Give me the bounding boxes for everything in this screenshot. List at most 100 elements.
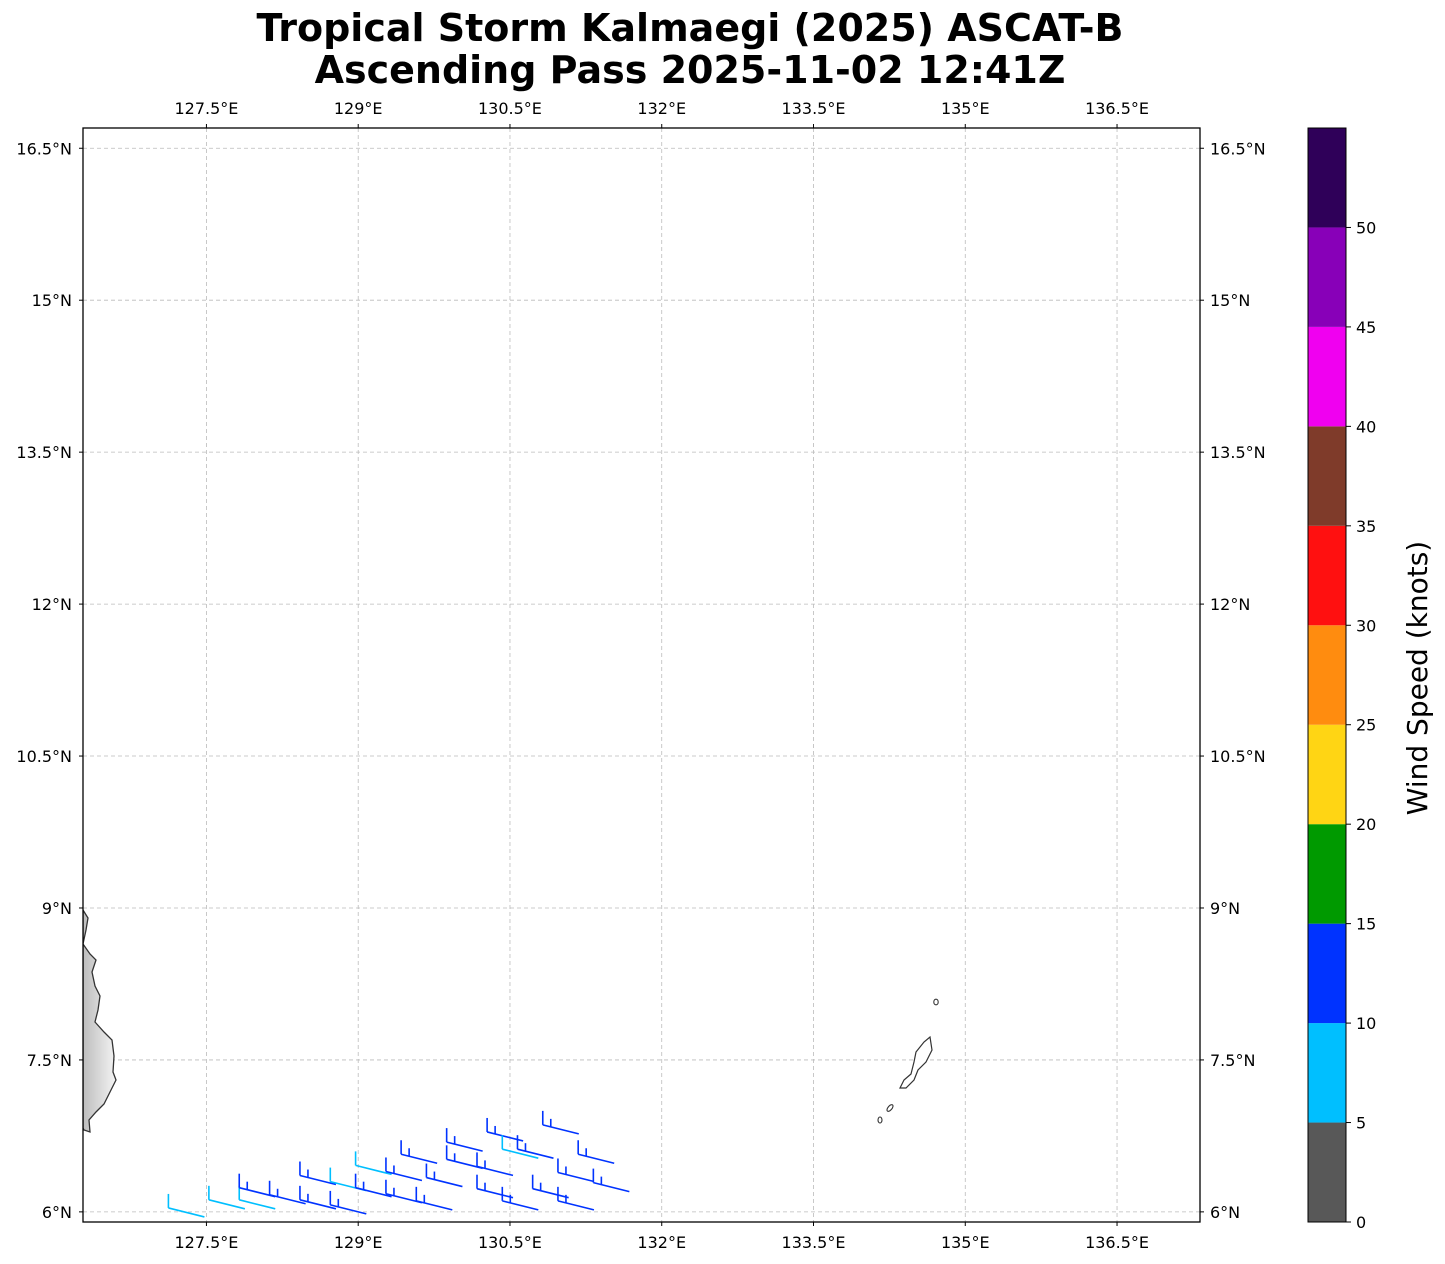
barb-staff (557, 1171, 595, 1183)
barb-staff (385, 1170, 423, 1182)
colorbar-tick-label: 25 (1356, 716, 1376, 735)
wind-barb (268, 1180, 306, 1205)
wind-barb (541, 1110, 579, 1135)
lat-tick-label-left: 9°N (42, 899, 72, 918)
plot-area (83, 128, 1200, 1222)
wind-barb (501, 1186, 539, 1211)
barb-staff (446, 1158, 483, 1170)
lat-tick-label-right: 12°N (1210, 595, 1250, 614)
lon-tick-label-bottom: 130.5°E (478, 1233, 542, 1252)
barb-staff (400, 1153, 438, 1165)
colorbar-label: Wind Speed (knots) (1401, 541, 1434, 815)
wind-barb (299, 1185, 337, 1210)
wind-barb (445, 1128, 483, 1152)
lon-tick-label-top: 135°E (941, 99, 990, 118)
axis-ticks: 127.5°E 127.5°E 129°E 129°E 130.5°E 130.5°E 13… (16, 99, 1265, 1252)
colorbar-tick-label: 50 (1356, 218, 1376, 237)
lon-tick-label-top: 132°E (637, 99, 686, 118)
barb-staff (476, 1165, 514, 1177)
gridlines (83, 128, 1200, 1222)
lon-tick-label-bottom: 132°E (637, 1233, 686, 1252)
colorbar-tick-label: 10 (1356, 1014, 1376, 1033)
mindanao-coast (83, 908, 117, 1133)
lat-tick-label-right: 9°N (1210, 899, 1240, 918)
lat-tick-label-left: 10.5°N (16, 747, 72, 766)
palau-coast (899, 1035, 933, 1089)
barb-staff (532, 1187, 569, 1199)
lat-tick-label-left: 6°N (42, 1203, 72, 1222)
barb-staff (517, 1148, 554, 1159)
colorbar-bin (1308, 724, 1346, 825)
barb-staff (355, 1164, 392, 1176)
colorbar-bin (1308, 1023, 1346, 1123)
lat-tick-label-left: 12°N (32, 595, 72, 614)
island (886, 1104, 894, 1112)
barb-staff (299, 1199, 337, 1210)
wind-barb (385, 1157, 423, 1182)
lat-tick-label-right: 10.5°N (1210, 747, 1266, 766)
colorbar-bin (1308, 128, 1346, 228)
lat-tick-label-right: 13.5°N (1210, 443, 1266, 462)
colorbar-bin (1308, 426, 1346, 526)
colorbar-tick-label: 45 (1356, 318, 1376, 337)
lon-tick-label-top: 133.5°E (782, 99, 846, 118)
map-title-line1: Tropical Storm Kalmaegi (2025) ASCAT-B (256, 6, 1124, 50)
barb-staff (502, 1148, 539, 1159)
barb-staff (502, 1200, 539, 1211)
colorbar-bin (1308, 824, 1346, 924)
coastlines (83, 908, 939, 1133)
lon-tick-label-top: 129°E (334, 99, 383, 118)
barb-staff (476, 1187, 514, 1199)
lon-tick-label-top: 136.5°E (1085, 99, 1149, 118)
wind-barb (425, 1163, 463, 1188)
wind-barb (557, 1186, 595, 1211)
lon-tick-label-bottom: 136.5°E (1085, 1233, 1149, 1252)
lat-tick-label-left: 15°N (32, 291, 72, 310)
barb-staff (208, 1199, 246, 1210)
colorbar-tick-label: 20 (1356, 815, 1376, 834)
colorbar-tick-label: 0 (1356, 1213, 1366, 1232)
barb-staff (239, 1199, 276, 1210)
colorbar-bin (1308, 1122, 1346, 1222)
lon-tick-label-bottom: 129°E (334, 1233, 383, 1252)
plot-frame (82, 127, 1201, 1223)
island (877, 1116, 883, 1124)
colorbar-tick-label: 30 (1356, 616, 1376, 635)
wind-barb (501, 1135, 539, 1159)
colorbar-bin (1308, 625, 1346, 725)
colorbar-tick-label: 40 (1356, 417, 1376, 436)
wind-barb (557, 1158, 595, 1183)
lon-tick-label-top: 127.5°E (174, 99, 238, 118)
colorbar-bin (1308, 326, 1346, 427)
lon-tick-label-top: 130.5°E (478, 99, 542, 118)
wind-barb (516, 1135, 554, 1159)
barb-staff (542, 1124, 579, 1135)
wind-barb (329, 1190, 367, 1215)
wind-barb (354, 1173, 392, 1198)
wind-barb (415, 1186, 453, 1211)
lat-tick-label-right: 7.5°N (1210, 1051, 1255, 1070)
lat-tick-label-left: 13.5°N (16, 443, 72, 462)
colorbar-tick-label: 5 (1356, 1114, 1366, 1133)
colorbar-bin (1308, 923, 1346, 1024)
lat-tick-label-left: 7.5°N (27, 1051, 72, 1070)
island (933, 998, 939, 1006)
lat-tick-label-right: 16.5°N (1210, 139, 1266, 158)
wind-barb (299, 1161, 337, 1186)
wind-barb (385, 1179, 423, 1204)
colorbar-frame (1307, 127, 1347, 1223)
barb-staff (416, 1200, 453, 1211)
wind-barb (167, 1193, 205, 1218)
barb-staff (269, 1193, 306, 1205)
wind-barb (577, 1140, 615, 1165)
colorbar-tick-label: 15 (1356, 915, 1376, 934)
barb-staff (446, 1141, 483, 1152)
wind-barb (400, 1140, 438, 1165)
wind-barb (476, 1174, 514, 1199)
barb-staff (593, 1181, 630, 1193)
map-title-line2: Ascending Pass 2025-11-02 12:41Z (314, 48, 1066, 92)
lat-tick-label-left: 16.5°N (16, 139, 72, 158)
wind-barb (592, 1168, 630, 1193)
wind-barb (476, 1152, 514, 1177)
